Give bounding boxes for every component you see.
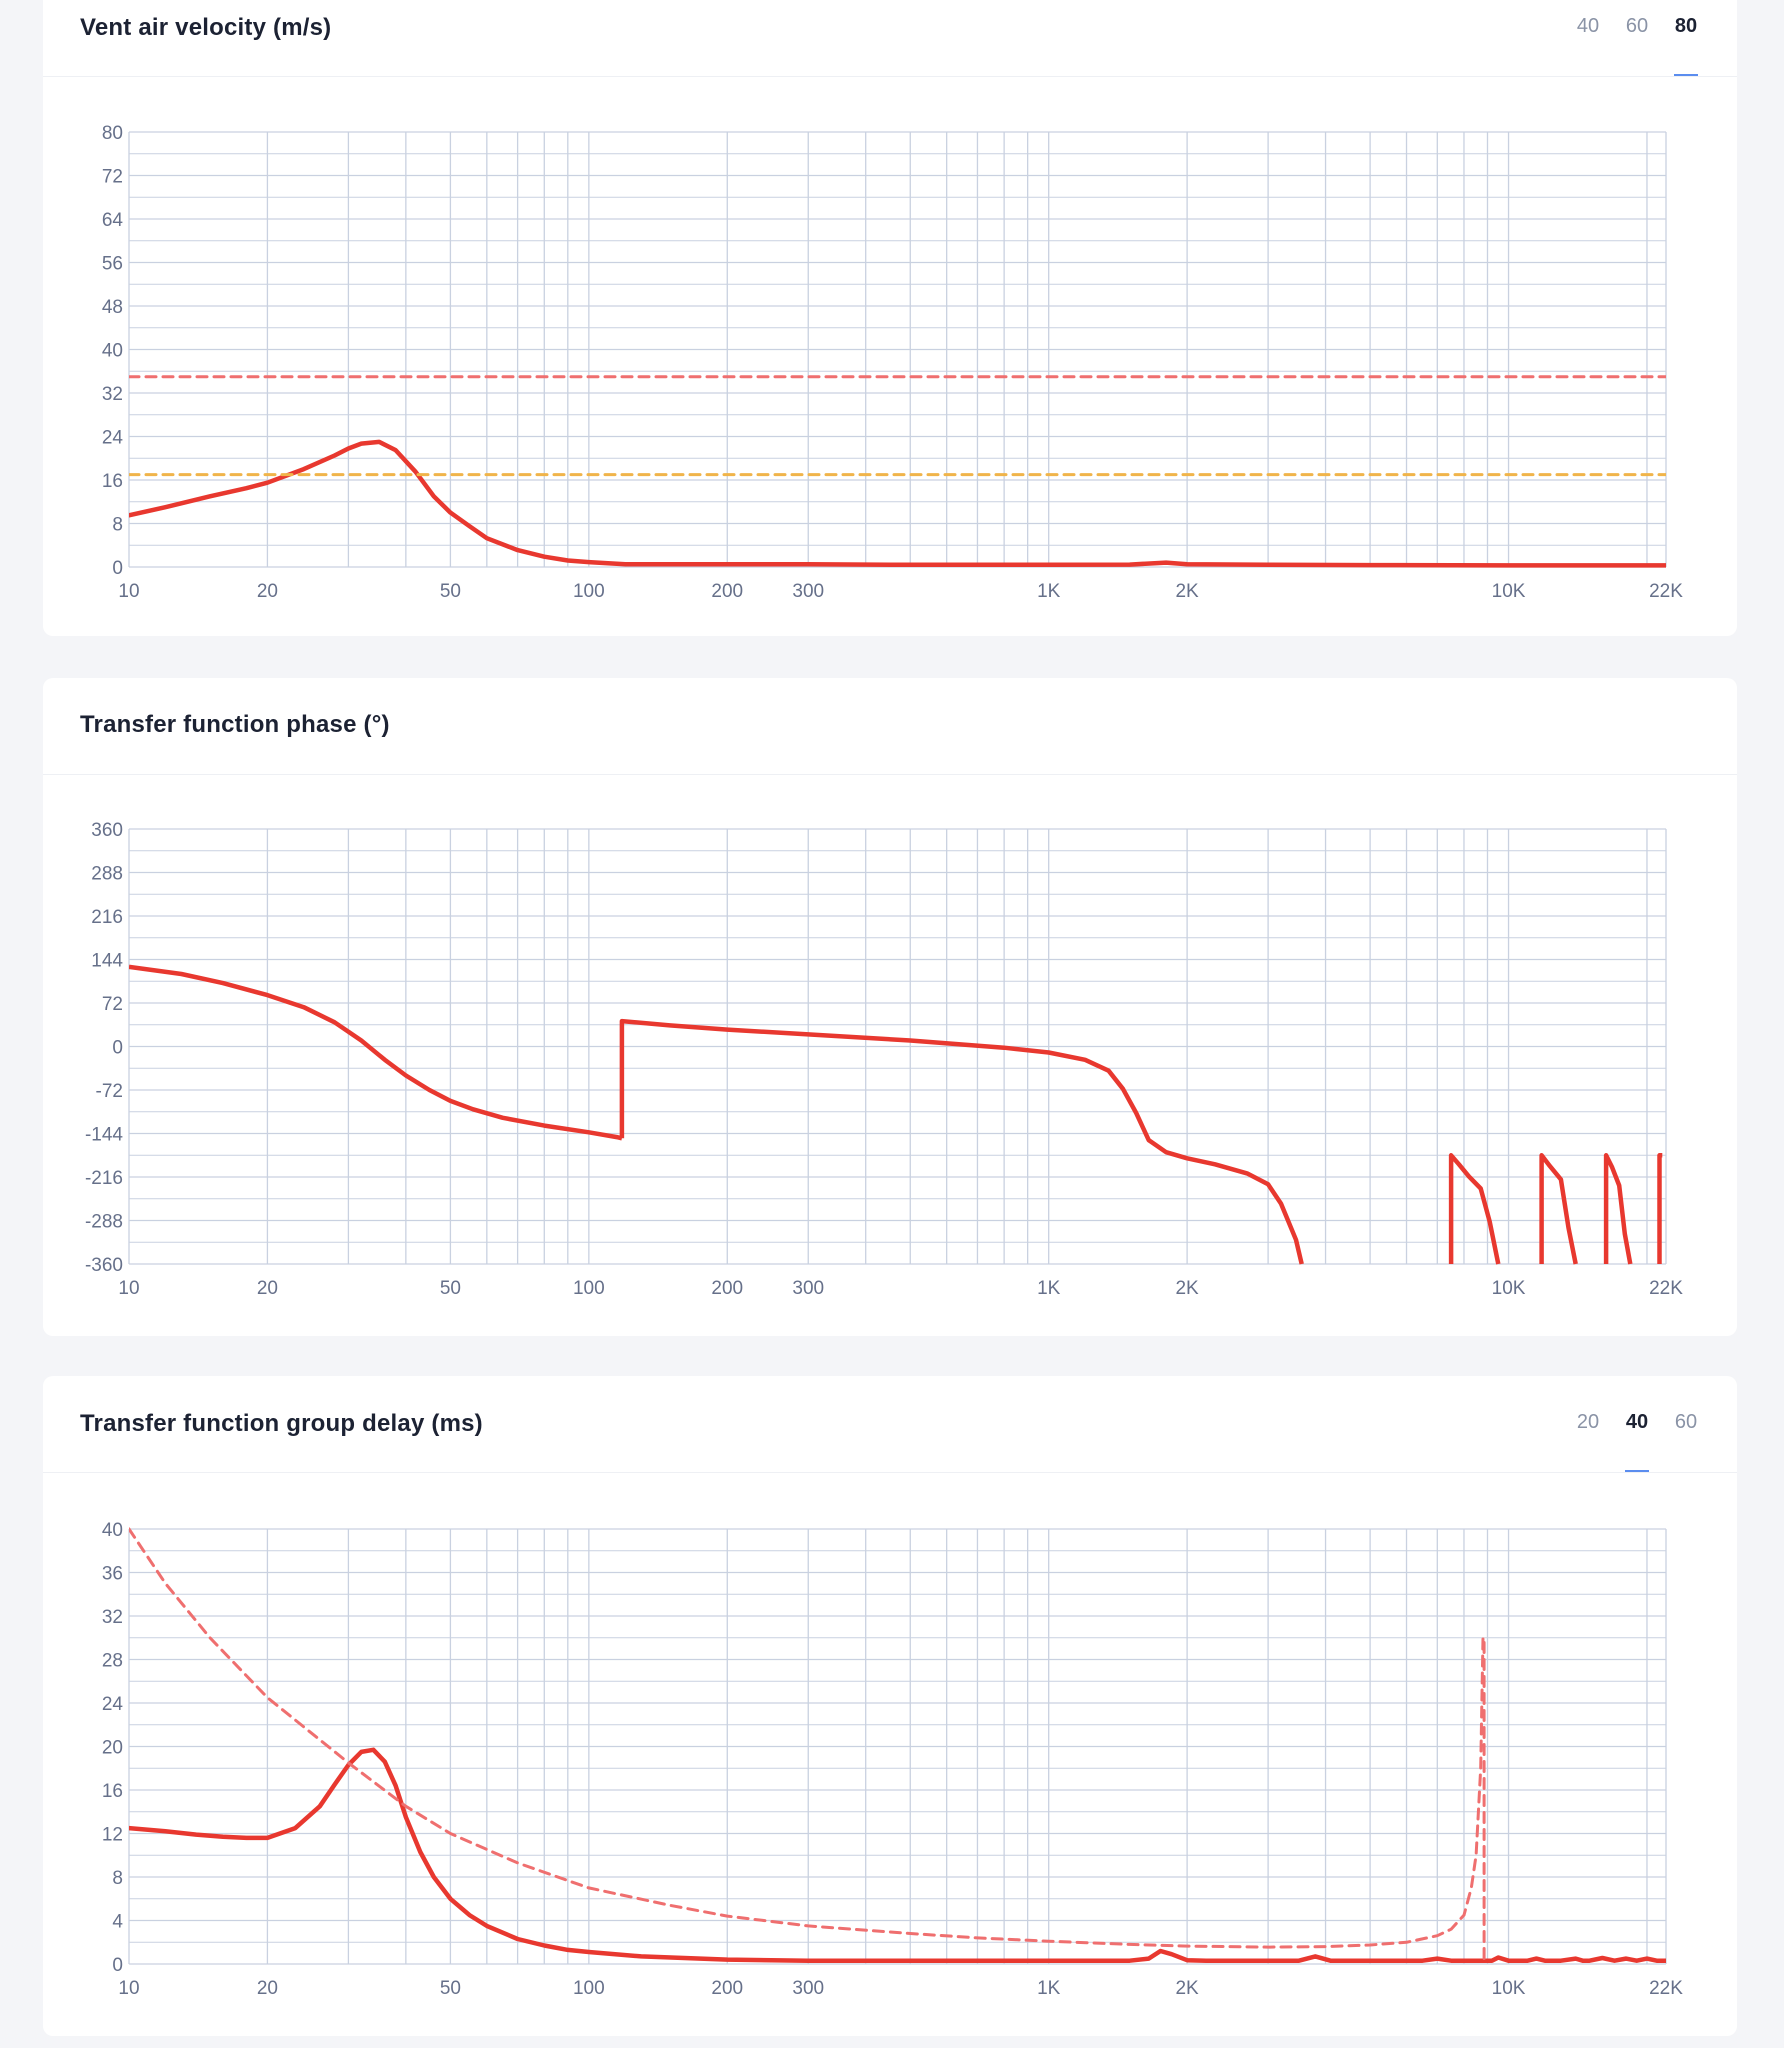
phase-segment-1 [619, 1018, 1304, 1265]
x-tick-label: 20 [257, 1278, 278, 1299]
y-tick-label: 144 [91, 951, 123, 972]
vent-velocity-card: Vent air velocity (m/s) 40 60 80 80 72 64 5… [43, 0, 1737, 636]
x-tick-label: 100 [573, 1978, 605, 1999]
y-tick-label: 40 [102, 1520, 123, 1541]
x-tick-label: 2K [1175, 581, 1199, 602]
y-tick-label: 36 [102, 1564, 123, 1585]
y-tick-label: 32 [102, 384, 123, 405]
phase-segment-2 [1448, 1153, 1501, 1265]
x-tick-label: 1K [1037, 1978, 1061, 1999]
series-line-reference [129, 1527, 1486, 1966]
y-tick-label: 56 [102, 254, 123, 275]
x-tick-label: 100 [573, 1278, 605, 1299]
phase-segment-3 [1539, 1153, 1578, 1265]
y-tick-label: 16 [102, 1781, 123, 1802]
y-tick-label: 360 [91, 820, 123, 841]
grid [128, 1528, 1667, 1965]
x-tick-label: 50 [440, 1278, 461, 1299]
x-tick-label: 300 [792, 581, 824, 602]
y-tick-label: 72 [102, 994, 123, 1015]
x-tick-label: 100 [573, 581, 605, 602]
range-button-40[interactable]: 40 [1625, 1411, 1649, 1433]
x-tick-label: 20 [257, 581, 278, 602]
group-delay-title: Transfer function group delay (ms) [80, 1410, 483, 1437]
y-tick-label: 24 [102, 1694, 124, 1715]
y-tick-label: 4 [112, 1912, 123, 1933]
x-tick-label: 10K [1492, 1978, 1526, 1999]
x-tick-label: 200 [711, 1278, 743, 1299]
active-range-indicator [1625, 1470, 1649, 1472]
x-tick-label: 50 [440, 581, 461, 602]
range-button-20[interactable]: 20 [1576, 1411, 1600, 1433]
y-tick-label: 24 [102, 428, 124, 449]
group-delay-card: Transfer function group delay (ms) 20 40… [43, 1376, 1737, 2036]
grid [128, 131, 1667, 568]
phase-title: Transfer function phase (°) [80, 711, 390, 738]
phase-segment-0 [129, 964, 623, 1141]
grid [128, 828, 1667, 1265]
y-tick-label: 0 [112, 1955, 123, 1976]
y-tick-label: 64 [102, 210, 124, 231]
x-tick-label: 22K [1649, 1278, 1683, 1299]
y-tick-label: 8 [112, 1868, 123, 1889]
plot-area [129, 1527, 1666, 1966]
phase-segment-4 [1603, 1153, 1633, 1265]
y-tick-label: 0 [112, 1038, 123, 1059]
x-tick-label: 200 [711, 581, 743, 602]
plot-area [129, 375, 1666, 568]
x-tick-label: 22K [1649, 581, 1683, 602]
y-tick-label: -216 [85, 1168, 123, 1189]
x-tick-label: 1K [1037, 581, 1061, 602]
y-tick-label: -288 [85, 1212, 123, 1233]
x-tick-label: 10 [118, 1978, 139, 1999]
x-tick-label: 20 [257, 1978, 278, 1999]
range-button-80[interactable]: 80 [1674, 15, 1698, 37]
y-tick-label: -72 [96, 1081, 123, 1102]
plot-area [129, 964, 1663, 1265]
y-tick-label: 20 [102, 1738, 123, 1759]
y-tick-label: 288 [91, 864, 123, 885]
y-tick-label: 28 [102, 1651, 123, 1672]
range-button-60[interactable]: 60 [1674, 1411, 1698, 1433]
range-button-60[interactable]: 60 [1625, 15, 1649, 37]
vent-velocity-title: Vent air velocity (m/s) [80, 14, 332, 41]
phase-card: Transfer function phase (°) 360 288 216 144… [43, 678, 1737, 1336]
y-tick-label: 48 [102, 297, 123, 318]
x-tick-label: 22K [1649, 1978, 1683, 1999]
group-delay-header: Transfer function group delay (ms) 20 40… [43, 1376, 1737, 1473]
phase-header: Transfer function phase (°) [43, 678, 1737, 775]
y-tick-label: 12 [102, 1825, 123, 1846]
x-tick-label: 2K [1175, 1978, 1199, 1999]
series-line-group-delay [129, 1747, 1666, 1963]
x-tick-label: 1K [1037, 1278, 1061, 1299]
range-button-40[interactable]: 40 [1576, 15, 1600, 37]
y-tick-label: 80 [102, 123, 123, 144]
y-tick-label: 8 [112, 515, 123, 536]
x-tick-label: 300 [792, 1978, 824, 1999]
y-tick-label: 16 [102, 471, 123, 492]
y-tick-label: 216 [91, 907, 123, 928]
y-tick-label: 72 [102, 167, 123, 188]
x-tick-label: 300 [792, 1278, 824, 1299]
y-tick-label: 32 [102, 1607, 123, 1628]
x-tick-label: 2K [1175, 1278, 1199, 1299]
series-line-vent-velocity [129, 439, 1666, 568]
y-tick-label: -144 [85, 1125, 123, 1146]
x-tick-label: 50 [440, 1978, 461, 1999]
vent-velocity-header: Vent air velocity (m/s) 40 60 80 [43, 0, 1737, 77]
active-range-indicator [1674, 74, 1698, 76]
y-tick-label: 40 [102, 341, 123, 362]
y-tick-label: -360 [85, 1255, 123, 1276]
x-tick-label: 10 [118, 581, 139, 602]
y-tick-label: 0 [112, 558, 123, 579]
x-tick-label: 10K [1492, 581, 1526, 602]
x-tick-label: 10K [1492, 1278, 1526, 1299]
x-tick-label: 200 [711, 1978, 743, 1999]
phase-segment-5 [1657, 1153, 1663, 1264]
x-tick-label: 10 [118, 1278, 139, 1299]
